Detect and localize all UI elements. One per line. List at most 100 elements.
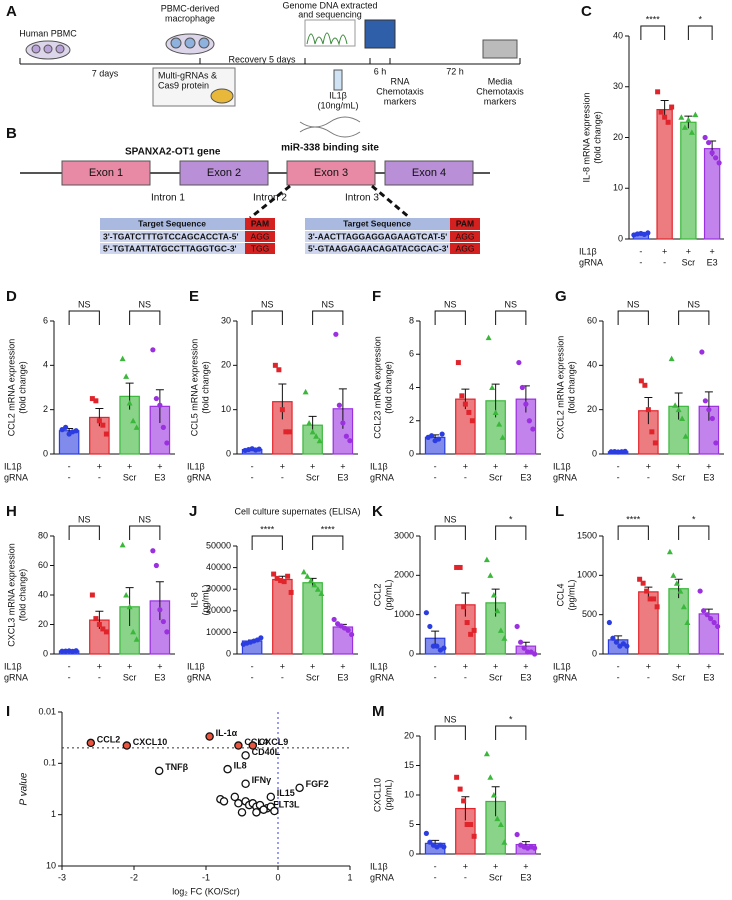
y-tick-label: 20 bbox=[221, 360, 231, 370]
y-tick-label: 10 bbox=[613, 183, 623, 193]
data-point bbox=[461, 798, 467, 804]
data-point bbox=[86, 738, 96, 748]
data-point bbox=[434, 643, 440, 649]
x-tick-label: - bbox=[251, 661, 254, 671]
data-point bbox=[518, 639, 524, 645]
data-point bbox=[307, 577, 314, 584]
significance-label: **** bbox=[260, 524, 275, 534]
cell-icon bbox=[55, 44, 65, 54]
data-point bbox=[490, 792, 497, 798]
macrophage-icon bbox=[170, 37, 182, 49]
x-row-label: gRNA bbox=[553, 672, 577, 682]
y-tick-label: 40 bbox=[587, 360, 597, 370]
data-point bbox=[281, 579, 287, 585]
data-point bbox=[699, 349, 705, 355]
y-tick-label: 10 bbox=[404, 789, 414, 799]
y-tick-label: 0.1 bbox=[43, 758, 56, 768]
data-point bbox=[423, 830, 429, 836]
y-tick-label: 5 bbox=[409, 819, 414, 829]
y-axis-label: CCL2 bbox=[372, 583, 382, 606]
data-point bbox=[514, 623, 520, 630]
y-tick-label: 40 bbox=[613, 30, 623, 40]
x-row-label: IL1β bbox=[370, 861, 388, 871]
y-tick-label: 20 bbox=[404, 730, 414, 740]
significance-bracket bbox=[434, 725, 466, 740]
x-tick-label: - bbox=[281, 672, 284, 682]
significance-label: NS bbox=[138, 514, 151, 524]
x-tick-label: + bbox=[127, 661, 132, 671]
data-point bbox=[483, 750, 490, 757]
intron-label: Intron 3 bbox=[345, 193, 379, 204]
data-point bbox=[468, 822, 474, 827]
data-point bbox=[662, 114, 668, 120]
significance-label: NS bbox=[138, 299, 151, 309]
x-tick-label: + bbox=[340, 461, 345, 471]
x-row-label: IL1β bbox=[187, 661, 205, 671]
data-point bbox=[651, 596, 657, 602]
data-point bbox=[685, 116, 692, 123]
significance-label: **** bbox=[646, 14, 661, 24]
data-point bbox=[497, 627, 504, 633]
cas9-icon bbox=[210, 88, 234, 104]
data-point bbox=[314, 586, 321, 592]
panel-letter: L bbox=[555, 503, 564, 520]
y-axis-label: (fold change) bbox=[592, 111, 602, 164]
x-tick-label: - bbox=[617, 472, 620, 482]
data-point bbox=[457, 786, 463, 792]
data-point bbox=[471, 627, 477, 633]
significance-bracket bbox=[434, 310, 466, 325]
significance-bracket bbox=[312, 310, 344, 325]
x-tick-label: - bbox=[281, 472, 284, 482]
y-tick-label: 20 bbox=[38, 619, 48, 629]
workflow-label: markers bbox=[384, 96, 417, 106]
y-axis-label: (fold change) bbox=[566, 361, 576, 414]
data-point bbox=[610, 635, 616, 641]
data-point bbox=[526, 418, 532, 424]
data-point bbox=[658, 109, 664, 115]
data-point bbox=[234, 799, 243, 808]
data-point bbox=[311, 581, 318, 588]
x-tick-label: Scr bbox=[489, 672, 503, 682]
x-tick-label: - bbox=[68, 672, 71, 682]
y-tick-label: 20 bbox=[613, 132, 623, 142]
data-point bbox=[93, 398, 99, 404]
y-axis-label: CCL2 mRNA expression bbox=[6, 339, 16, 437]
data-point bbox=[427, 839, 433, 845]
x-row-label: gRNA bbox=[370, 672, 394, 682]
data-point bbox=[279, 407, 285, 413]
data-point bbox=[459, 393, 465, 399]
data-point bbox=[93, 616, 99, 622]
significance-label: NS bbox=[444, 714, 457, 724]
workflow-label: 6 h bbox=[374, 66, 387, 76]
y-axis-label: (fold change) bbox=[383, 361, 393, 414]
data-point bbox=[647, 596, 653, 602]
significance-label: * bbox=[698, 14, 702, 24]
workflow-label: 7 days bbox=[92, 68, 119, 78]
error-bar bbox=[155, 581, 164, 621]
significance-bracket bbox=[495, 525, 527, 540]
data-point bbox=[624, 643, 630, 649]
x-tick-label: + bbox=[493, 661, 498, 671]
point-label: CXCL10 bbox=[133, 737, 168, 747]
x-tick-label: E3 bbox=[337, 472, 348, 482]
x-tick-label: + bbox=[157, 661, 162, 671]
cell-icon bbox=[31, 44, 41, 54]
x-tick-label: + bbox=[157, 461, 162, 471]
y-tick-label: 0 bbox=[592, 648, 597, 658]
significance-label: NS bbox=[78, 299, 91, 309]
connector bbox=[249, 184, 291, 220]
data-point bbox=[613, 639, 619, 645]
data-point bbox=[256, 446, 262, 452]
data-point bbox=[126, 400, 133, 406]
y-axis-label: CXCL10 bbox=[372, 778, 382, 812]
x-row-label: IL1β bbox=[370, 461, 388, 471]
target-header bbox=[305, 218, 450, 230]
data-point bbox=[665, 119, 671, 125]
point-label: CXCL9 bbox=[259, 737, 289, 747]
data-point bbox=[286, 429, 292, 435]
significance-bracket bbox=[129, 525, 161, 540]
data-point bbox=[436, 436, 442, 442]
data-point bbox=[483, 556, 490, 563]
data-point bbox=[499, 434, 506, 440]
panel-letter: B bbox=[6, 125, 17, 142]
